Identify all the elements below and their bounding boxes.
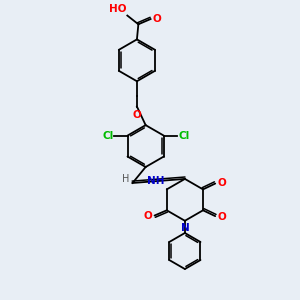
Text: Cl: Cl (178, 130, 189, 141)
Text: HO: HO (109, 4, 126, 14)
Text: O: O (217, 178, 226, 188)
Text: NH: NH (147, 176, 164, 187)
Text: O: O (133, 110, 141, 120)
Text: O: O (144, 211, 152, 221)
Text: N: N (181, 223, 189, 233)
Text: O: O (152, 14, 161, 24)
Text: Cl: Cl (102, 130, 113, 141)
Text: O: O (217, 212, 226, 222)
Text: H: H (122, 175, 130, 184)
